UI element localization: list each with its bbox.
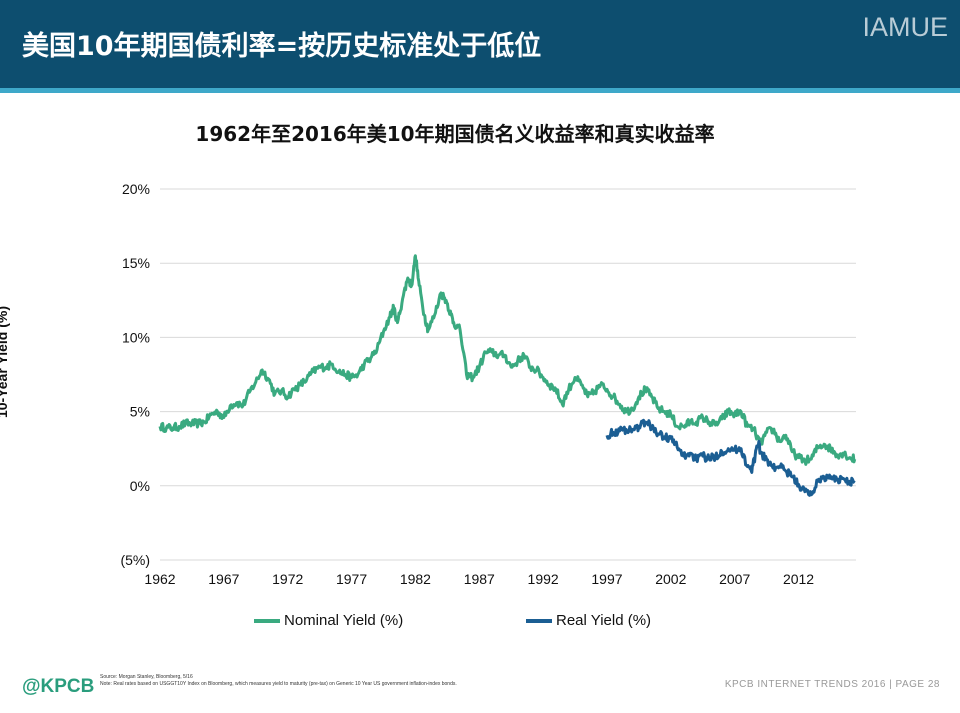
y-tick-label: (5%) (120, 552, 150, 568)
x-tick-label: 2012 (783, 571, 814, 587)
x-tick-label: 2002 (655, 571, 686, 587)
legend-label-real: Real Yield (%) (556, 612, 652, 629)
legend-swatch-real (526, 618, 552, 623)
page-title: 美国10年期国债利率=按历史标准处于低位 (22, 31, 542, 62)
x-tick-label: 1967 (208, 571, 239, 587)
footer-notes: Source: Morgan Stanley, Bloomberg, 5/16 … (100, 674, 457, 688)
x-tick-label: 1997 (591, 571, 622, 587)
legend-swatch-nominal (254, 618, 280, 623)
gridlines (160, 188, 856, 561)
methodology-note: Note: Real rates based on USGGT10Y Index… (100, 681, 457, 687)
y-tick-label: 5% (130, 404, 150, 420)
chart-title: 1962年至2016年美10年期国债名义收益率和真实收益率 (195, 122, 715, 146)
x-tick-label: 1962 (144, 571, 175, 587)
chart-legend: Nominal Yield (%) Real Yield (%) (0, 612, 960, 636)
source-note: Source: Morgan Stanley, Bloomberg, 5/16 (100, 674, 193, 680)
x-tick-labels: 1962 1967 1972 1977 1982 1987 1992 1997 2002 2007… (144, 571, 814, 587)
legend-item-real: Real Yield (%) (526, 612, 651, 629)
legend-item-nominal: Nominal Yield (%) (254, 612, 403, 629)
series-line-real-yield (605, 418, 856, 497)
y-tick-label: 10% (122, 329, 150, 345)
series-line-nominal-yield (158, 254, 857, 466)
legend-label-nominal: Nominal Yield (%) (284, 612, 404, 629)
y-tick-label: 15% (122, 255, 150, 271)
y-tick-label: 20% (122, 181, 150, 197)
header-accent-stripe (0, 88, 960, 93)
x-tick-label: 1992 (528, 571, 559, 587)
brand-logo: IAMUE (862, 12, 948, 42)
x-tick-label: 1987 (464, 571, 495, 587)
series-lines (158, 254, 857, 497)
header-bar: 美国10年期国债利率=按历史标准处于低位 IAMUE (0, 0, 960, 88)
y-tick-label: 0% (130, 478, 150, 494)
y-tick-labels: 20% 15% 10% 5% 0% (5%) (120, 181, 150, 568)
x-tick-label: 1972 (272, 571, 303, 587)
x-tick-label: 1982 (400, 571, 431, 587)
footer-brand: @KPCB (22, 676, 95, 697)
page-footer: KPCB INTERNET TRENDS 2016 | PAGE 28 (724, 679, 940, 690)
x-tick-label: 2007 (719, 571, 750, 587)
x-tick-label: 1977 (336, 571, 367, 587)
